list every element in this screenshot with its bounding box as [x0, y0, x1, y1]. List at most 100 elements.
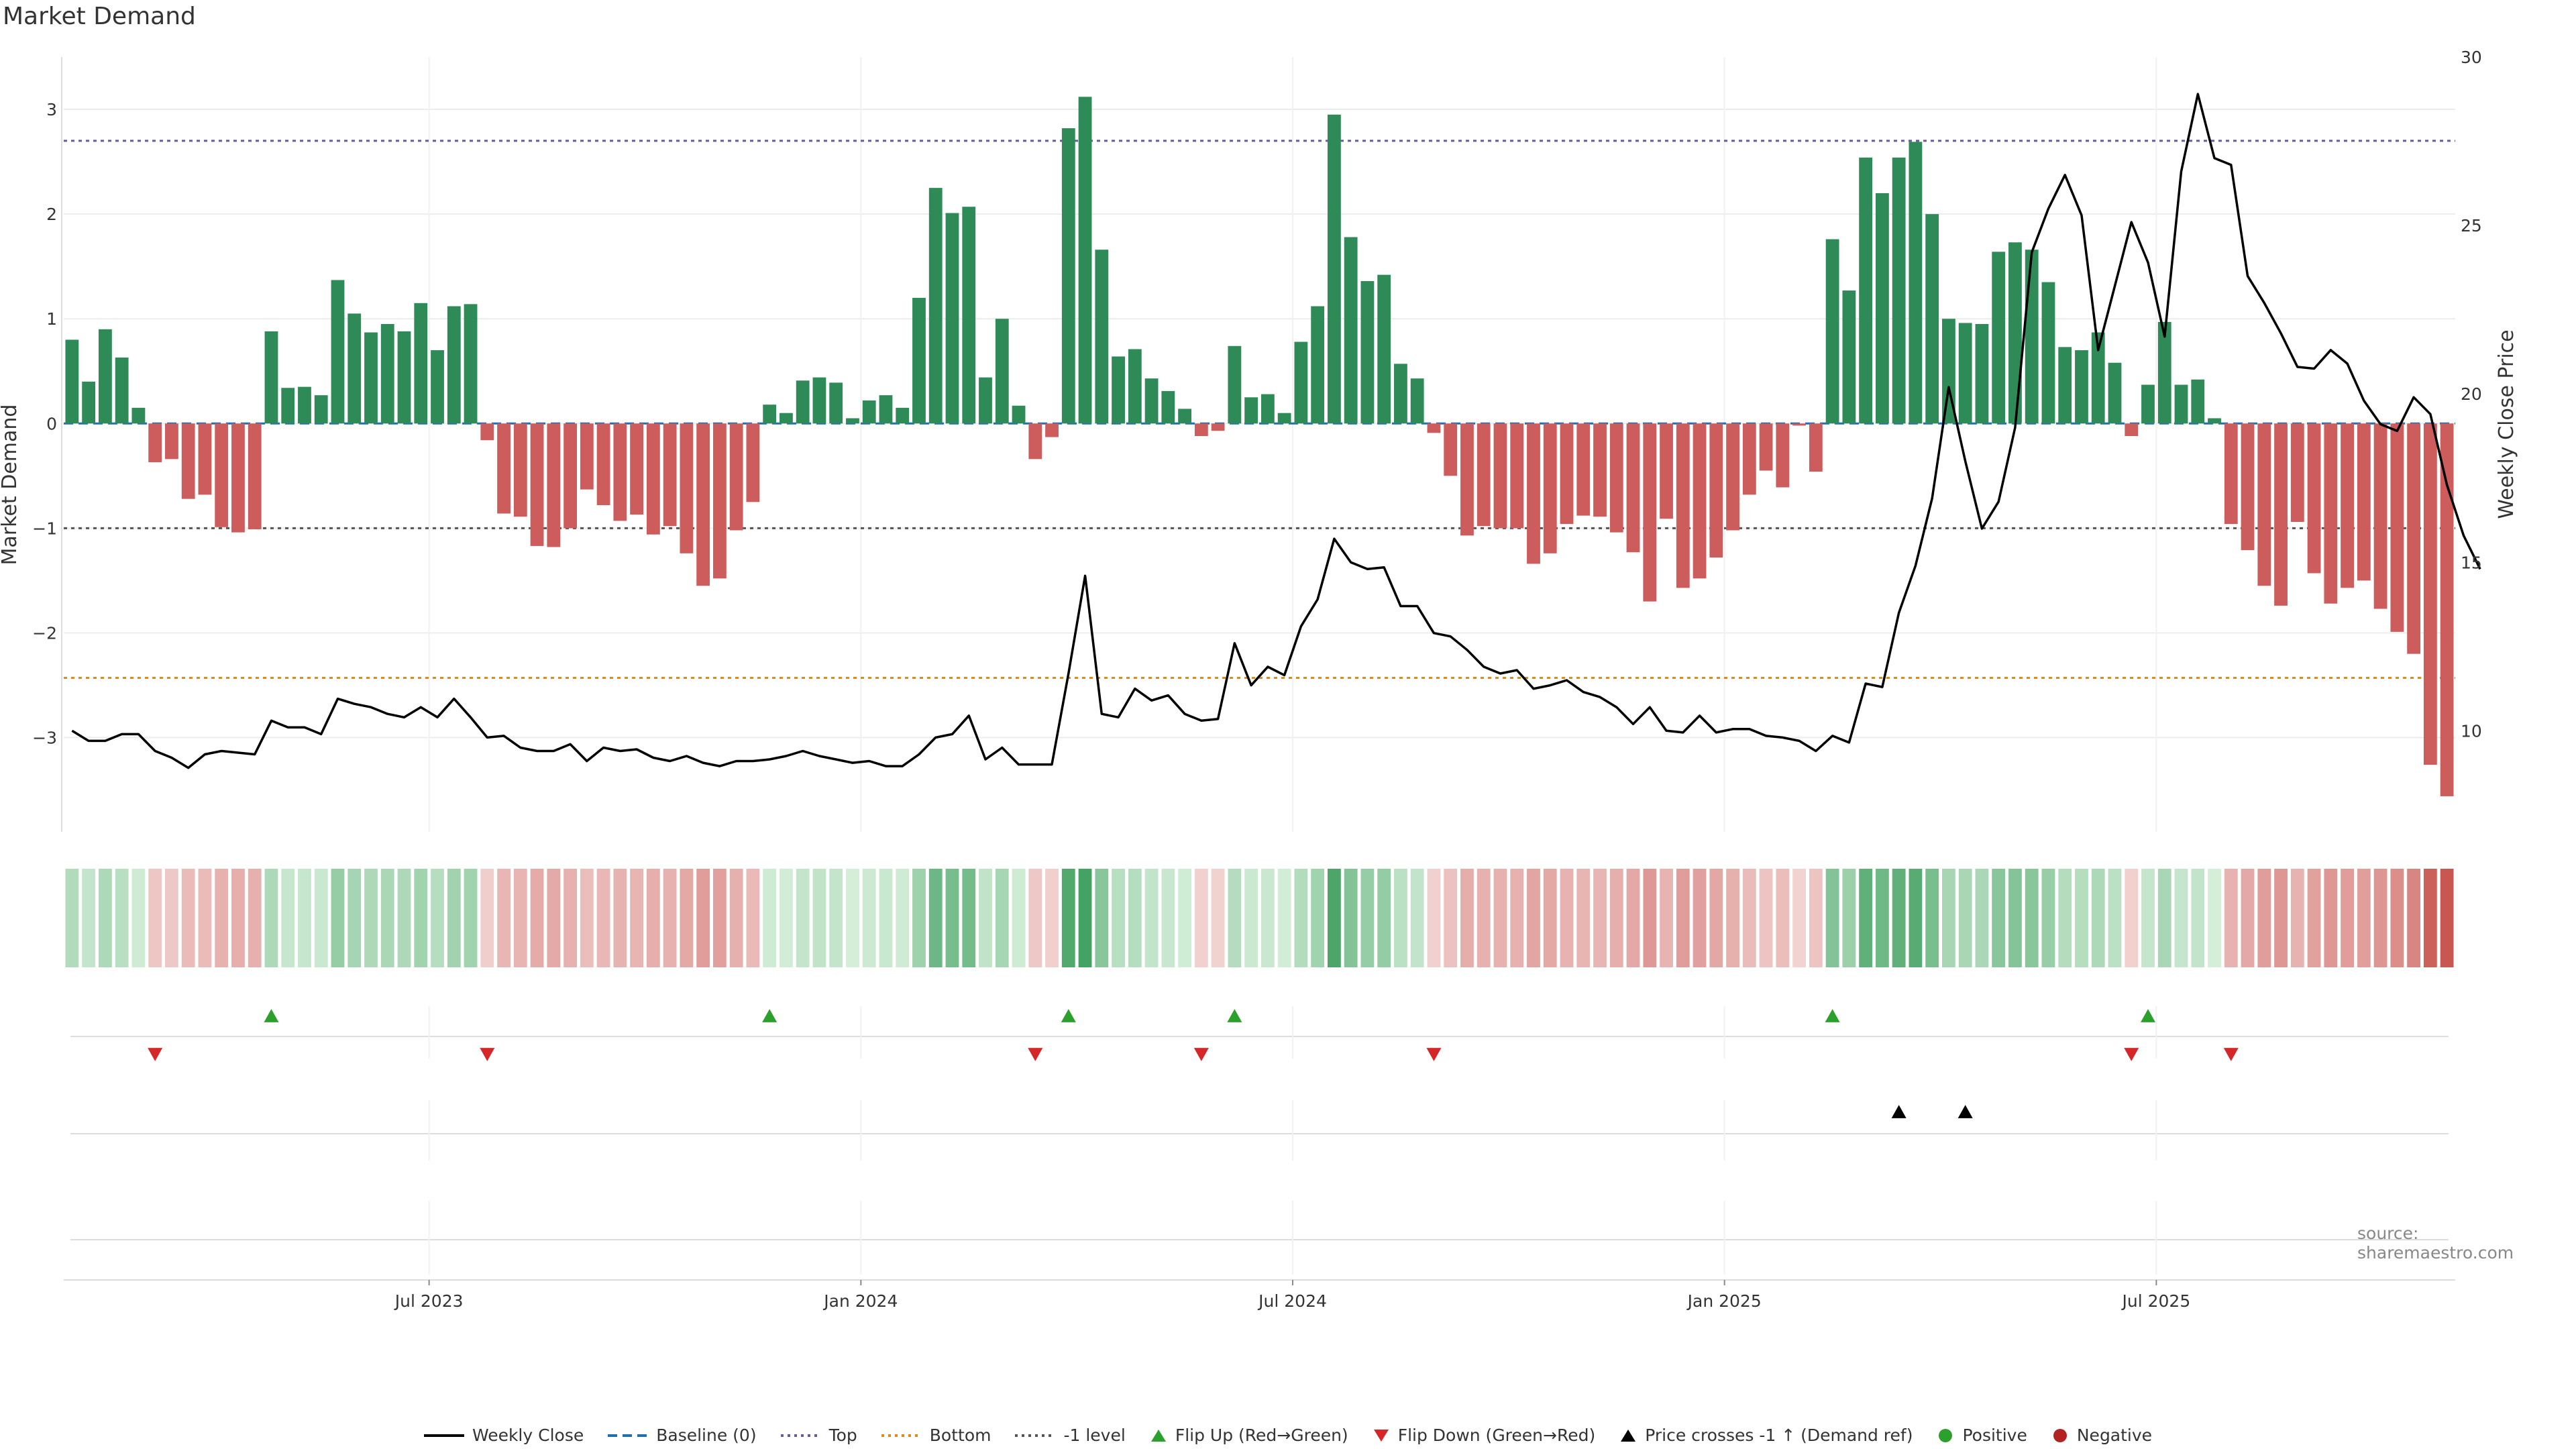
heat-cell	[1061, 869, 1075, 967]
flip-up-marker	[1825, 1009, 1840, 1022]
heat-cell	[2241, 869, 2255, 967]
heat-cell	[2174, 869, 2188, 967]
heat-cell	[1510, 869, 1524, 967]
demand-bar	[198, 423, 212, 495]
demand-bar	[2357, 423, 2371, 581]
y-left-axis-title: Market Demand	[0, 405, 21, 566]
demand-bar	[1576, 423, 1591, 516]
legend-label: Positive	[1962, 1426, 2027, 1445]
demand-bar	[1211, 423, 1225, 431]
demand-bar	[1277, 413, 1291, 424]
heat-cell	[1012, 869, 1026, 967]
x-tick-label: Jul 2024	[1257, 1291, 1327, 1311]
demand-bar	[2141, 384, 2155, 424]
demand-bar	[2440, 423, 2454, 796]
heat-cell	[862, 869, 876, 967]
heat-cell	[1028, 869, 1042, 967]
flip-down-marker	[1426, 1048, 1442, 1061]
demand-bar	[464, 304, 478, 424]
demand-bar	[613, 423, 627, 521]
heat-cell	[780, 869, 793, 967]
flip-up-marker	[762, 1009, 777, 1022]
heat-cell	[1676, 869, 1690, 967]
demand-bar	[912, 297, 926, 424]
heat-cell	[2373, 869, 2387, 967]
demand-bar	[397, 331, 411, 424]
heat-cell	[1875, 869, 1889, 967]
heat-cell	[115, 869, 129, 967]
demand-bar	[763, 405, 777, 424]
heat-cell	[331, 869, 345, 967]
heat-cell	[2257, 869, 2271, 967]
heat-cell	[547, 869, 561, 967]
demand-bar	[2390, 423, 2404, 632]
legend-label: Top	[828, 1426, 857, 1445]
demand-bar	[712, 423, 727, 579]
legend-swatch	[1150, 1429, 1166, 1442]
heat-cell	[1942, 869, 1955, 967]
demand-bar	[862, 400, 876, 424]
source-note: source: sharemaestro.com	[2357, 1224, 2514, 1263]
event-markers	[70, 1006, 2449, 1275]
demand-bar	[480, 423, 494, 441]
heat-cell	[812, 869, 826, 967]
demand-bar	[696, 423, 710, 586]
y-right-tick-label: 25	[2461, 216, 2482, 235]
heat-cell	[1328, 869, 1341, 967]
heat-cell	[1593, 869, 1607, 967]
heat-cell	[1726, 869, 1739, 967]
heat-cell	[2390, 869, 2404, 967]
flip-down-marker	[2124, 1048, 2139, 1061]
demand-bar	[1892, 157, 1906, 424]
demand-bar	[447, 306, 461, 424]
legend-triangle-up	[1621, 1429, 1636, 1442]
demand-bar	[1095, 250, 1109, 424]
heat-cell	[1377, 869, 1391, 967]
heat-cell	[630, 869, 644, 967]
heat-cell	[746, 869, 760, 967]
grid-layer	[64, 57, 2455, 832]
demand-bar	[1444, 423, 1458, 476]
demand-bar	[2025, 250, 2039, 424]
demand-bar	[1792, 423, 1807, 426]
heat-cell	[1909, 869, 1923, 967]
demand-bar	[2058, 347, 2072, 424]
heat-cell	[1859, 869, 1873, 967]
heat-cell	[231, 869, 245, 967]
heat-cell	[414, 869, 428, 967]
heat-cell	[1360, 869, 1375, 967]
heat-cell	[215, 869, 229, 967]
legend-swatch	[2053, 1428, 2067, 1442]
legend-swatch	[1621, 1429, 1636, 1442]
demand-bar	[2191, 379, 2205, 424]
heat-cell	[846, 869, 859, 967]
demand-bar	[1510, 423, 1524, 529]
heat-cell	[995, 869, 1009, 967]
y-right-tick-label: 30	[2461, 48, 2482, 67]
heat-cell	[1477, 869, 1491, 967]
flip-up-marker	[2140, 1009, 2155, 1022]
demand-bar	[1294, 341, 1308, 424]
demand-bar	[2324, 423, 2338, 604]
heat-cell	[1809, 869, 1823, 967]
demand-bar	[2290, 423, 2304, 522]
demand-bar	[928, 188, 943, 424]
heat-cell	[2224, 869, 2238, 967]
heat-cell	[1410, 869, 1424, 967]
demand-bar	[1693, 423, 1707, 579]
demand-bar	[896, 407, 910, 424]
demand-bar	[1410, 378, 1424, 424]
demand-bar	[2241, 423, 2255, 551]
demand-bar	[215, 423, 229, 527]
demand-bar	[1460, 423, 1474, 536]
legend-swatch	[1373, 1429, 1389, 1442]
heat-cell	[1244, 869, 1258, 967]
demand-bar	[1676, 423, 1690, 588]
heat-cell	[1958, 869, 1972, 967]
heat-cell	[1228, 869, 1242, 967]
demand-bar	[564, 423, 577, 529]
demand-bar	[414, 303, 428, 424]
demand-bar	[879, 395, 893, 424]
heat-cell	[131, 869, 146, 967]
demand-bar	[1909, 142, 1923, 424]
